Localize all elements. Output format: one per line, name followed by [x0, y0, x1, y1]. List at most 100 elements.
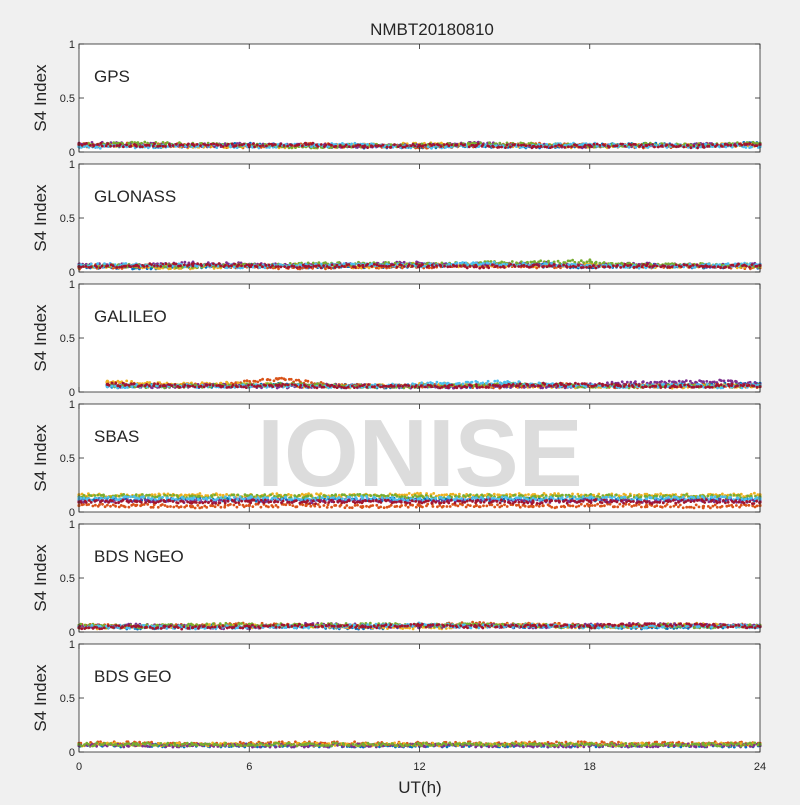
data-point [514, 265, 517, 268]
data-point [488, 145, 491, 148]
data-point [334, 266, 337, 269]
data-point [150, 263, 153, 266]
data-point [237, 263, 240, 266]
data-point [482, 266, 485, 269]
data-point [166, 141, 169, 144]
data-point [648, 265, 651, 268]
data-point [147, 146, 150, 149]
data-point [660, 380, 663, 383]
data-point [227, 265, 230, 268]
data-point [312, 262, 315, 265]
data-point [283, 265, 286, 268]
data-point [493, 261, 496, 264]
data-point [737, 263, 740, 266]
data-point [261, 378, 264, 381]
data-point [550, 265, 553, 268]
data-point [196, 143, 199, 146]
data-point [439, 264, 442, 267]
data-point [204, 144, 207, 147]
data-point [336, 264, 339, 267]
data-point [310, 145, 313, 148]
data-point [218, 262, 221, 265]
data-point [557, 260, 560, 263]
data-point [296, 266, 299, 269]
data-point [492, 146, 495, 149]
data-point [593, 143, 596, 146]
data-point [183, 264, 186, 267]
data-point [293, 265, 296, 268]
data-point [705, 380, 708, 383]
data-point [656, 381, 659, 384]
data-point [740, 144, 743, 147]
data-point [222, 145, 225, 148]
data-point [320, 143, 323, 146]
data-point [165, 262, 168, 265]
data-point [500, 146, 503, 149]
y-axis-label: S4 Index [31, 64, 50, 132]
data-point [324, 261, 327, 264]
data-point [418, 264, 421, 267]
data-point [469, 265, 472, 268]
data-point [396, 266, 399, 269]
data-point [89, 144, 92, 147]
data-point [366, 263, 369, 266]
data-point [748, 266, 751, 269]
data-point [322, 264, 325, 267]
data-point [450, 143, 453, 146]
data-point [371, 265, 374, 268]
data-point [238, 144, 241, 147]
data-point [125, 380, 128, 383]
plot-area [79, 284, 760, 392]
data-point [616, 264, 619, 267]
data-point [427, 146, 430, 149]
data-point [661, 144, 664, 147]
data-point [597, 265, 600, 268]
data-point [698, 144, 701, 147]
data-point [599, 144, 602, 147]
data-point [361, 145, 364, 148]
data-point [564, 261, 567, 264]
data-point [708, 145, 711, 148]
data-point [307, 143, 310, 146]
data-point [390, 146, 393, 149]
data-point [663, 265, 666, 268]
data-point [727, 379, 730, 382]
data-point [290, 144, 293, 147]
data-point [316, 145, 319, 148]
data-point [728, 266, 731, 269]
y-tick-label: 0.5 [60, 213, 75, 225]
data-point [206, 263, 209, 266]
data-point [252, 142, 255, 145]
data-point [345, 144, 348, 147]
data-point [371, 145, 374, 148]
data-point [386, 146, 389, 149]
data-point [716, 143, 719, 146]
data-point [280, 266, 283, 269]
data-point [373, 263, 376, 266]
data-point [240, 265, 243, 268]
data-point [101, 145, 104, 148]
data-point [499, 266, 502, 269]
data-point [246, 379, 249, 382]
data-point [112, 264, 115, 267]
data-point [732, 264, 735, 267]
data-point [448, 263, 451, 266]
data-point [81, 144, 84, 147]
data-point [734, 144, 737, 147]
data-point [273, 379, 276, 382]
data-point [689, 265, 692, 268]
data-point [101, 265, 104, 268]
data-point [542, 265, 545, 268]
data-point [215, 264, 218, 267]
data-point [118, 266, 121, 269]
data-point [498, 142, 501, 145]
data-point [496, 265, 499, 268]
data-point [571, 259, 574, 262]
data-point [628, 146, 631, 149]
data-point [415, 263, 418, 266]
data-point [667, 262, 670, 265]
data-point [274, 143, 277, 146]
data-point [182, 144, 185, 147]
data-point [318, 264, 321, 267]
